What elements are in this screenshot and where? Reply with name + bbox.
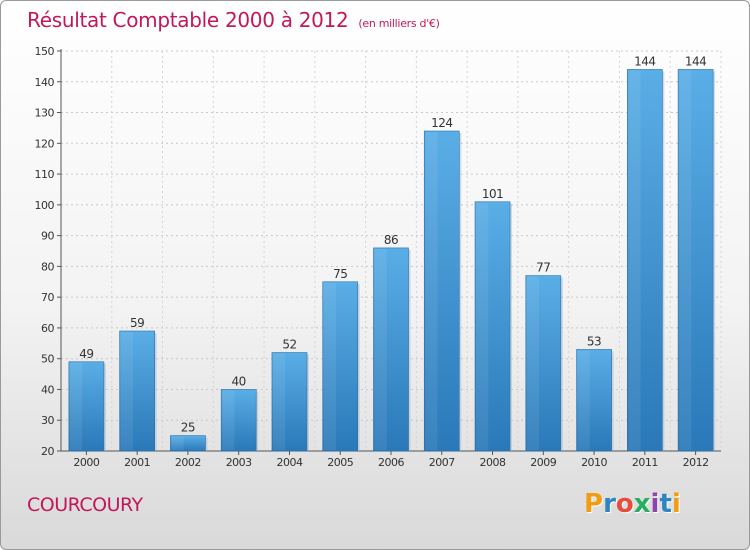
y-tick-label: 140 [35, 76, 55, 89]
bar-2007[interactable] [423, 130, 460, 452]
y-tick-label: 60 [41, 322, 54, 335]
bar-2001[interactable] [119, 330, 155, 452]
x-tick-label-2011: 2011 [632, 456, 658, 469]
chart-subtitle: (en milliers d'€) [358, 17, 440, 30]
x-tick-label-2004: 2004 [276, 456, 302, 469]
y-tick-label: 40 [41, 383, 54, 396]
y-tick-label: 70 [41, 291, 54, 304]
bar-highlight [679, 70, 692, 450]
y-tick-label: 20 [41, 445, 54, 458]
bar-2010[interactable] [576, 349, 612, 452]
x-tick-label-2006: 2006 [378, 456, 404, 469]
y-tick-labels: 20 30 40 50 60 70 80 90 100 110 120 130 140 150 [35, 45, 55, 458]
bar-2008[interactable] [474, 201, 511, 452]
data-label-2010: 53 [587, 334, 601, 348]
data-label-2004: 52 [282, 338, 296, 352]
logo-letter: i [671, 489, 681, 519]
x-tick-label-2008: 2008 [480, 456, 506, 469]
x-tick-label-2003: 2003 [226, 456, 252, 469]
data-label-2011: 144 [634, 54, 655, 68]
y-tick-label: 120 [35, 137, 55, 150]
bar-highlight [222, 390, 235, 450]
logo-letter: i [650, 489, 660, 519]
data-labels: 49 59 25 40 52 75 86 124 101 77 53 144 144 [79, 54, 707, 435]
data-label-2008: 101 [482, 187, 503, 201]
bar-highlight [120, 332, 133, 450]
data-label-2000: 49 [79, 347, 93, 361]
x-tick-label-2009: 2009 [530, 456, 556, 469]
logo-letter: t [659, 489, 672, 519]
bar-highlight [323, 282, 336, 450]
x-tick-label-2010: 2010 [581, 456, 607, 469]
data-label-2002: 25 [181, 421, 195, 435]
data-label-2012: 144 [685, 54, 706, 68]
x-tick-label-2005: 2005 [327, 456, 353, 469]
bar-highlight [577, 350, 590, 450]
bar-highlight [628, 70, 641, 450]
proxiti-logo[interactable]: Proxiti [584, 489, 694, 525]
logo-letter: x [633, 489, 651, 519]
bar-2003[interactable] [220, 389, 257, 452]
bar-highlight [476, 202, 489, 450]
x-tick-label-2001: 2001 [124, 456, 150, 469]
bar-2009[interactable] [525, 275, 562, 452]
logo-letter: r [603, 489, 616, 519]
y-tick-label: 150 [35, 45, 55, 58]
y-tick-label: 100 [35, 199, 55, 212]
y-tick-label: 30 [41, 414, 54, 427]
y-tick-label: 130 [35, 107, 55, 120]
bar-highlight [272, 353, 286, 450]
bar-2011[interactable] [627, 69, 663, 452]
bar-2005[interactable] [322, 281, 359, 452]
x-tick-label-2000: 2000 [73, 456, 99, 469]
y-tick-label: 110 [35, 168, 55, 181]
town-name: COURCOURY [27, 494, 143, 516]
chart-title: Résultat Comptable 2000 à 2012 (en millie… [27, 8, 440, 32]
logo-letter: P [584, 489, 604, 519]
bar-highlight [526, 276, 540, 450]
bar-highlight [374, 248, 387, 450]
y-tick-label: 50 [41, 353, 54, 366]
x-tick-label-2002: 2002 [175, 456, 201, 469]
data-label-2005: 75 [333, 267, 347, 281]
x-tick-label-2007: 2007 [429, 456, 455, 469]
data-label-2006: 86 [384, 233, 398, 247]
chart-title-text: Résultat Comptable 2000 à 2012 [27, 8, 349, 32]
bar-2000[interactable] [68, 361, 105, 452]
logo-letter: o [615, 489, 634, 519]
data-label-2001: 59 [130, 316, 144, 330]
bar-2002[interactable] [170, 435, 206, 452]
bar-2006[interactable] [373, 247, 409, 452]
data-label-2009: 77 [536, 261, 550, 275]
x-tick-labels: 2000 2001 2002 2003 2004 2005 2006 2007 2008 2009… [73, 456, 709, 469]
bar-highlight [425, 132, 438, 450]
y-tick-label: 80 [41, 260, 54, 273]
data-label-2007: 124 [431, 116, 452, 130]
bar-highlight [171, 436, 184, 450]
bar-highlight [69, 362, 83, 450]
bars [68, 69, 716, 452]
x-tick-label-2012: 2012 [683, 456, 709, 469]
y-tick-label: 90 [41, 230, 54, 243]
bar-2004[interactable] [271, 352, 308, 452]
bar-2012[interactable] [677, 69, 714, 452]
data-label-2003: 40 [232, 374, 246, 388]
